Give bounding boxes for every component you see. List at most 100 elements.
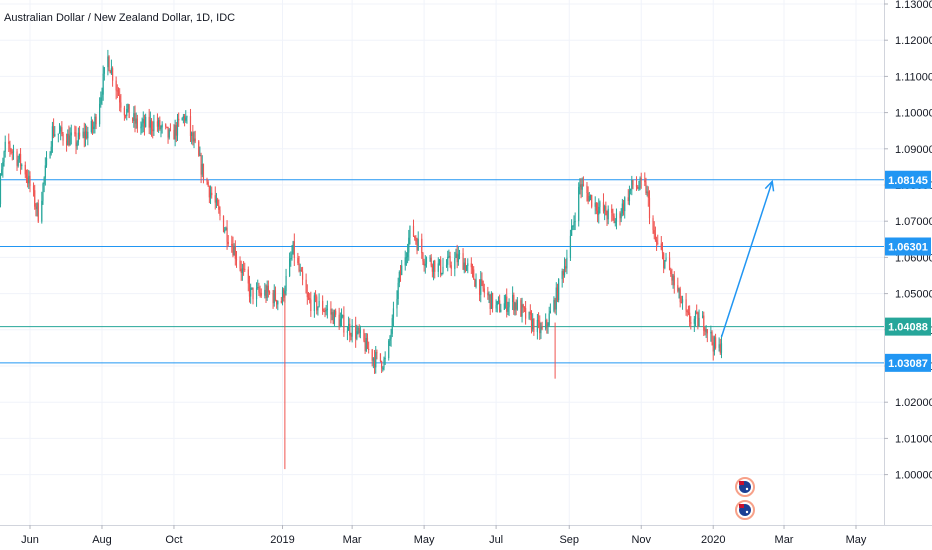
candle-body xyxy=(126,108,128,116)
candle-body xyxy=(372,358,374,361)
candle-body xyxy=(390,333,392,339)
candle-body xyxy=(404,257,406,266)
candle-body xyxy=(21,164,23,167)
candle-body xyxy=(346,330,349,333)
candle-body xyxy=(44,165,46,178)
candle-body xyxy=(596,210,599,215)
candle-body xyxy=(173,129,175,140)
candle-body xyxy=(343,315,345,333)
candle-body xyxy=(150,120,153,130)
candle-body xyxy=(127,104,129,109)
candle-body xyxy=(77,132,79,143)
candle-body xyxy=(547,325,549,327)
candle-body xyxy=(530,314,533,330)
candle-body xyxy=(620,213,622,219)
candle-body xyxy=(268,291,271,293)
candle-body xyxy=(512,295,514,303)
candle-body xyxy=(475,279,477,287)
candle-body xyxy=(128,104,130,119)
candle-body xyxy=(425,257,428,264)
candle-body xyxy=(619,213,621,219)
candle-body xyxy=(495,304,497,309)
candle-body xyxy=(689,312,691,323)
candle-body xyxy=(133,113,135,121)
candle-body xyxy=(17,159,19,166)
candle-body xyxy=(266,285,268,299)
candle-body xyxy=(664,260,666,269)
candle-body xyxy=(158,120,160,127)
candle-body xyxy=(75,132,77,147)
candle-body xyxy=(348,323,350,331)
candle-body xyxy=(463,262,465,270)
candle-body xyxy=(176,118,179,136)
horizontal-levels[interactable] xyxy=(0,179,884,364)
candle-body xyxy=(437,263,439,272)
candle-body xyxy=(558,279,560,301)
candle-body xyxy=(95,116,97,125)
candle-body xyxy=(373,358,376,368)
candle-body xyxy=(693,318,695,324)
candle-body xyxy=(638,187,640,189)
candle-body xyxy=(60,127,62,132)
candle-body xyxy=(359,329,361,334)
projection-arrow-line[interactable] xyxy=(720,181,773,338)
candle-body xyxy=(3,151,5,162)
candle-body xyxy=(383,358,385,369)
candle-body xyxy=(281,289,284,303)
candle-body xyxy=(35,206,37,210)
candle-body xyxy=(358,328,360,334)
candle-body xyxy=(704,330,706,332)
candle-body xyxy=(430,257,432,266)
projection-arrow[interactable] xyxy=(720,179,775,338)
candle-body xyxy=(507,307,509,312)
candle-body xyxy=(239,260,241,269)
candle-body xyxy=(434,260,436,272)
candle-body xyxy=(109,70,111,74)
candle-body xyxy=(672,275,674,281)
candle-body xyxy=(606,215,608,220)
candle-body xyxy=(166,126,168,128)
candle-body xyxy=(487,292,489,296)
flag-icon-star xyxy=(745,487,749,491)
level-label-box xyxy=(885,170,931,189)
candle-body xyxy=(594,202,596,207)
candle-body xyxy=(107,56,109,68)
candle-body xyxy=(363,329,365,341)
candle-body xyxy=(232,245,234,256)
flag-icon[interactable] xyxy=(735,500,755,520)
candle-body xyxy=(471,267,474,270)
candle-body xyxy=(331,312,333,315)
candle-body xyxy=(335,310,337,315)
candle-body xyxy=(247,269,249,284)
candle-body xyxy=(309,298,311,300)
candle-body xyxy=(441,273,443,275)
candle-body xyxy=(711,332,713,343)
event-markers[interactable] xyxy=(735,477,755,520)
candle-body xyxy=(499,300,501,312)
y-tick-label: 1.12000 xyxy=(895,35,932,47)
candle-body xyxy=(255,287,258,300)
candle-body xyxy=(685,299,687,311)
candle-body xyxy=(141,123,143,127)
candle-body xyxy=(491,293,494,309)
candle-body xyxy=(516,300,518,310)
candle-body xyxy=(208,186,210,198)
candle-body xyxy=(248,283,251,297)
candle-body xyxy=(70,132,72,136)
flag-icon[interactable] xyxy=(735,477,755,497)
candle-body xyxy=(9,143,11,150)
candle-body xyxy=(388,340,390,359)
candle-body xyxy=(24,164,26,175)
candle-body xyxy=(697,312,699,327)
y-tick-label: 1.07000 xyxy=(895,216,932,228)
candle-body xyxy=(598,206,600,215)
candle-body xyxy=(51,126,54,147)
candle-body xyxy=(422,253,424,262)
x-axis[interactable]: Jun Aug Oct 2019 Mar May Jul Sep Nov 2020 Mar May xyxy=(21,525,867,546)
candle-body xyxy=(156,121,159,127)
candle-body xyxy=(503,303,505,310)
candle-body xyxy=(718,344,720,348)
candle-body xyxy=(200,155,202,175)
candle-body xyxy=(407,252,409,258)
